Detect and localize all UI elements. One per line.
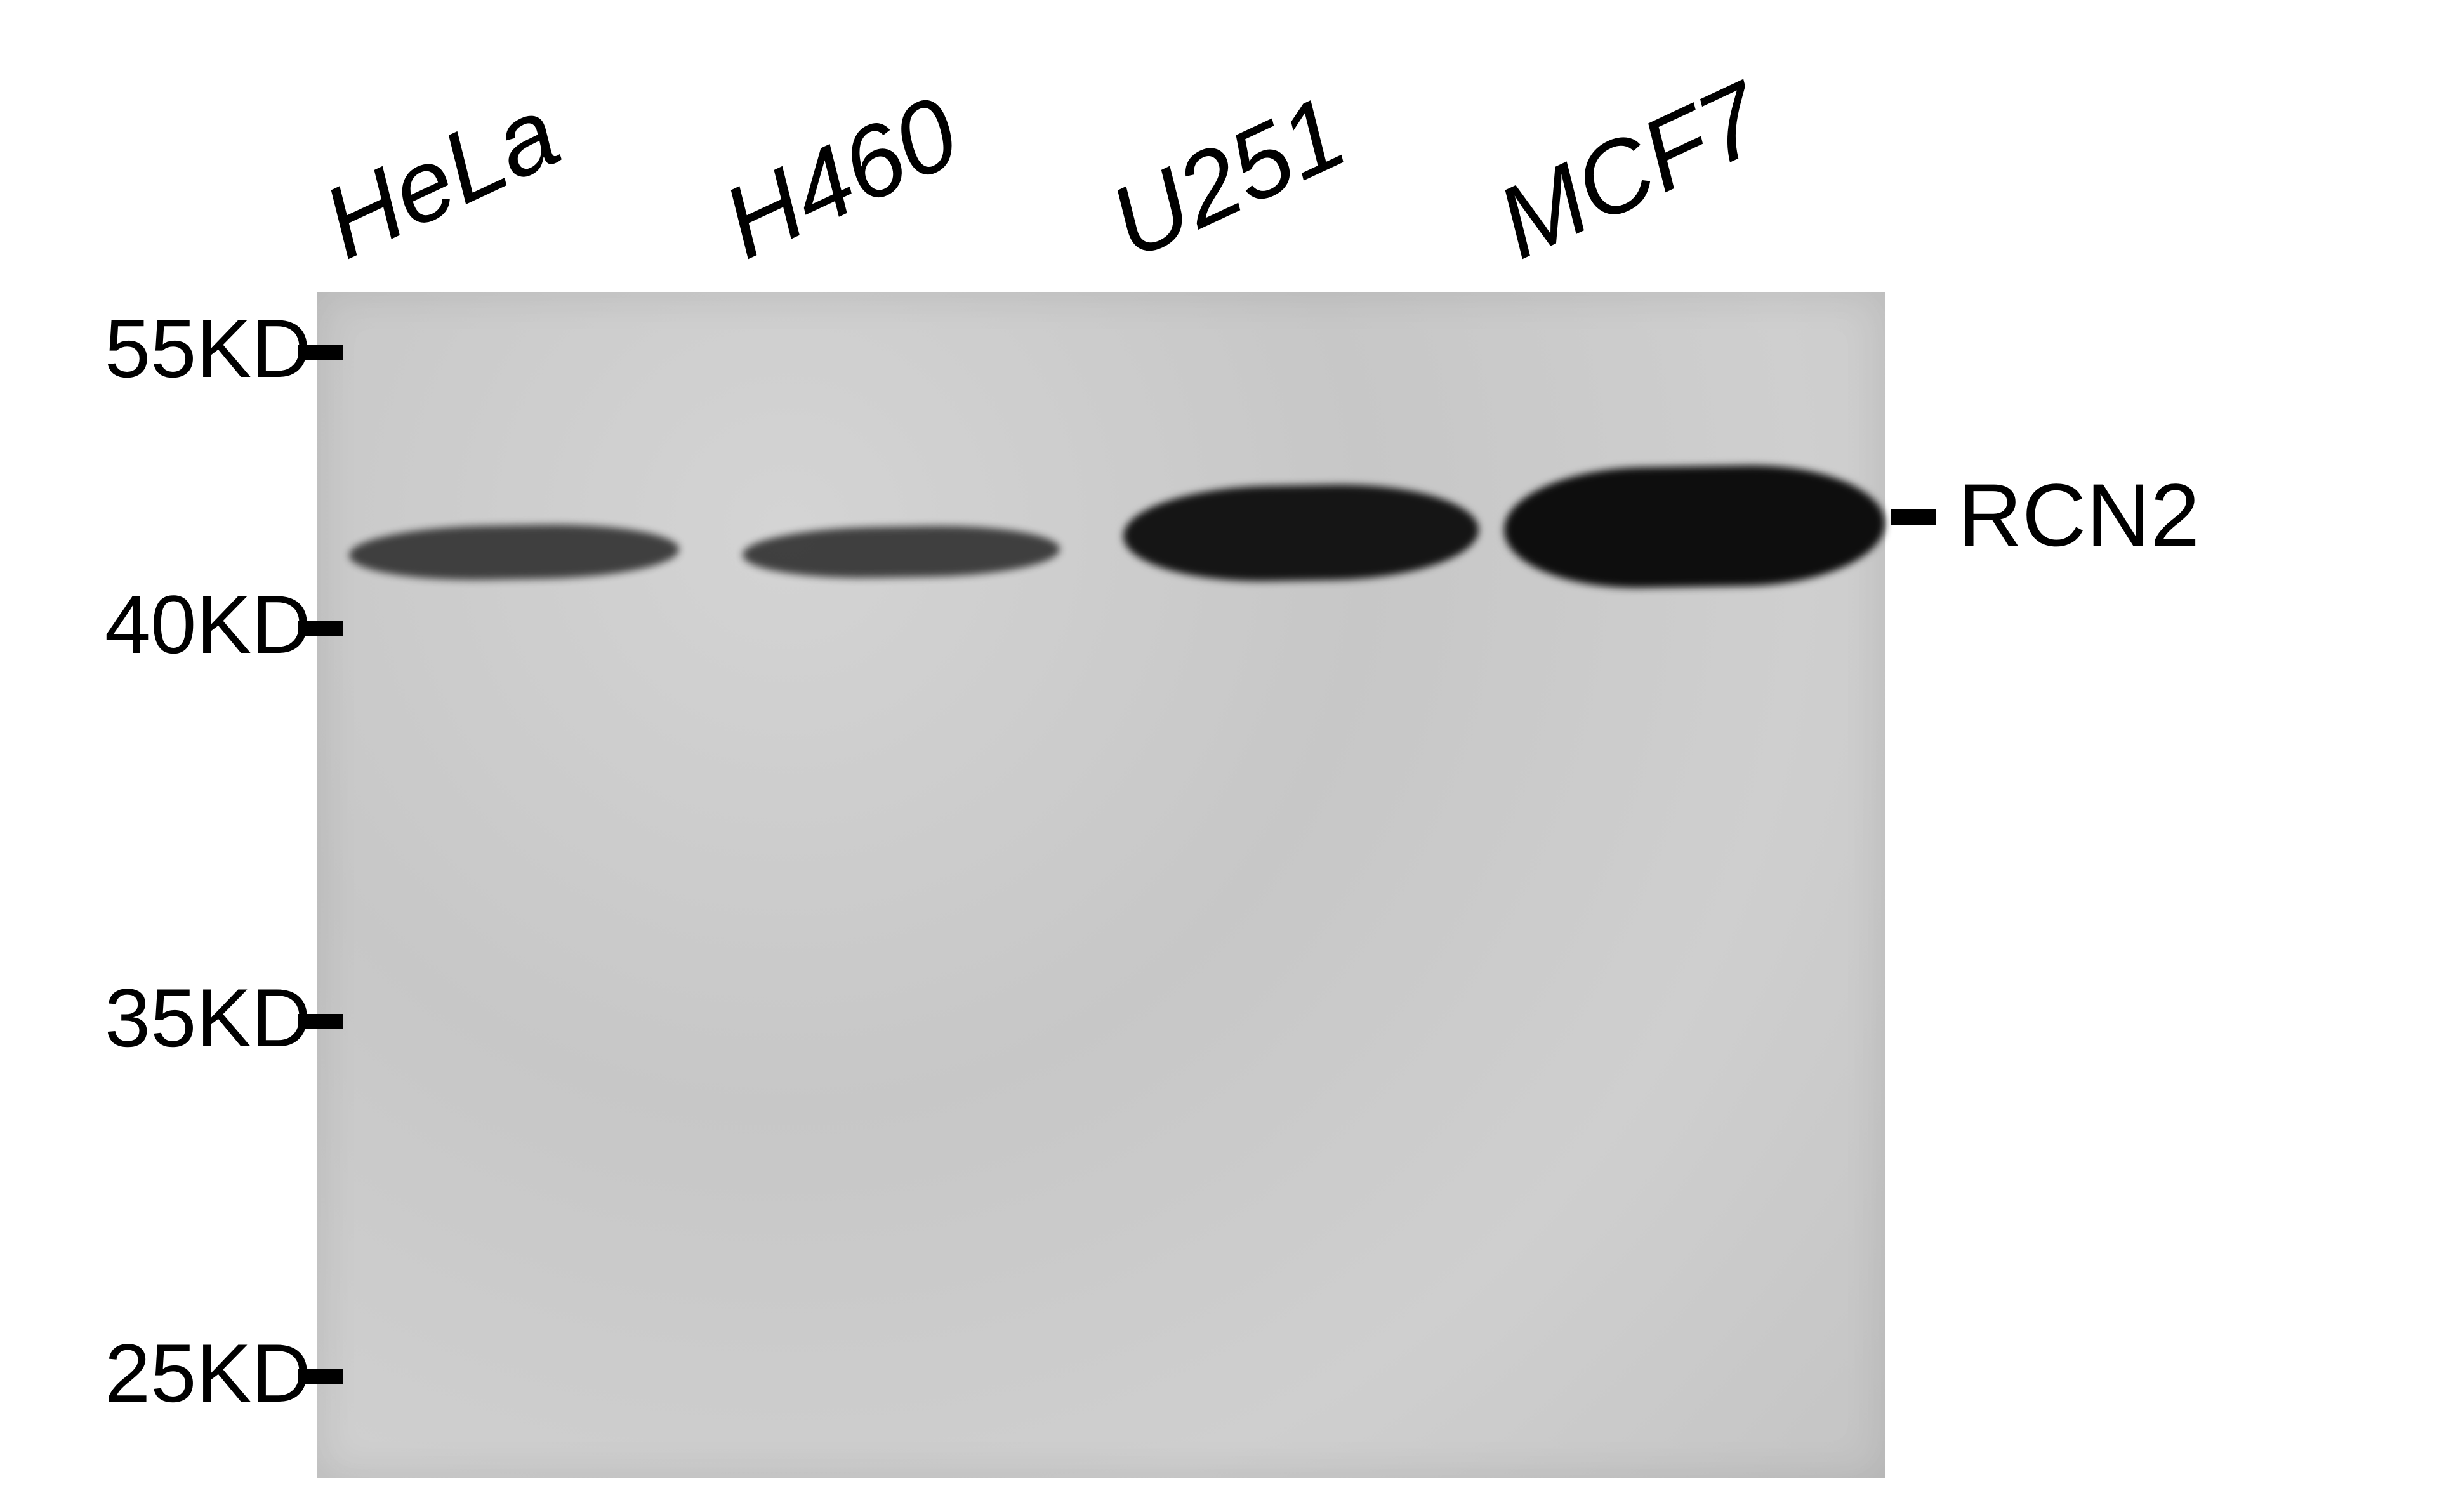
target-label: RCN2: [1958, 464, 2200, 567]
lane-label: MCF7: [1480, 59, 1780, 282]
mw-label: 25KD: [105, 1325, 311, 1421]
mw-label: 35KD: [105, 970, 311, 1065]
lane-label: U251: [1093, 74, 1362, 282]
mw-label: 55KD: [105, 301, 311, 396]
band: [1504, 463, 1885, 590]
figure-stage: 55KD 40KD 35KD 25KD HeLa H460 U251 MCF7 RCN2: [0, 0, 2437, 1512]
mw-tick: [298, 621, 343, 636]
lane-label: H460: [706, 74, 975, 282]
mw-label: 40KD: [105, 577, 311, 672]
mw-tick: [298, 1369, 343, 1384]
lane-label: HeLa: [306, 74, 575, 282]
target-tick: [1891, 509, 1936, 525]
mw-tick: [298, 345, 343, 360]
mw-tick: [298, 1014, 343, 1029]
